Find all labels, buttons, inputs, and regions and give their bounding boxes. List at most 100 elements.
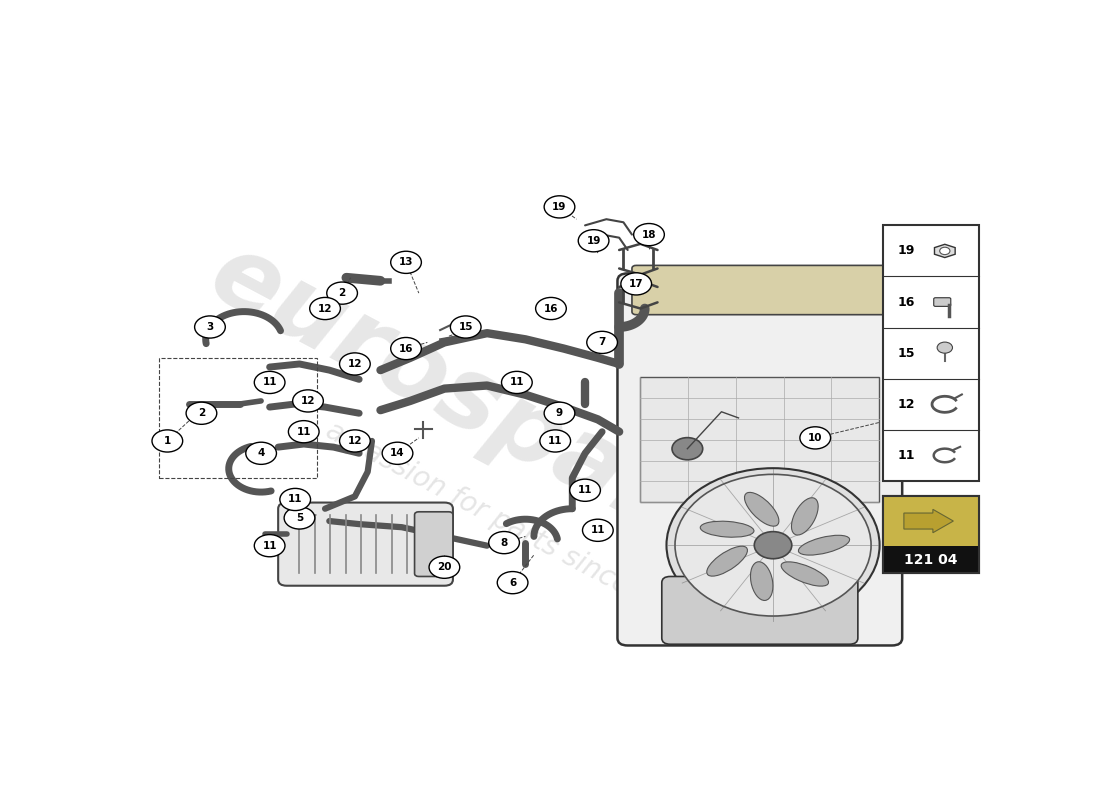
Circle shape bbox=[620, 273, 651, 295]
Text: 13: 13 bbox=[399, 258, 414, 267]
Circle shape bbox=[390, 338, 421, 360]
Text: 19: 19 bbox=[898, 245, 914, 258]
Circle shape bbox=[382, 442, 412, 464]
Circle shape bbox=[245, 442, 276, 464]
Ellipse shape bbox=[745, 492, 779, 526]
Text: 14: 14 bbox=[390, 448, 405, 458]
Circle shape bbox=[579, 230, 609, 252]
Circle shape bbox=[939, 247, 950, 254]
Text: 15: 15 bbox=[459, 322, 473, 332]
Text: 7: 7 bbox=[598, 338, 606, 347]
Circle shape bbox=[310, 298, 340, 320]
FancyBboxPatch shape bbox=[278, 502, 453, 586]
Circle shape bbox=[254, 371, 285, 394]
Text: 19: 19 bbox=[586, 236, 601, 246]
Circle shape bbox=[570, 479, 601, 502]
Text: 11: 11 bbox=[591, 526, 605, 535]
Circle shape bbox=[340, 430, 371, 452]
Ellipse shape bbox=[750, 562, 773, 601]
Circle shape bbox=[544, 196, 575, 218]
FancyBboxPatch shape bbox=[883, 546, 979, 574]
Ellipse shape bbox=[792, 498, 818, 535]
FancyArrow shape bbox=[904, 510, 954, 533]
Text: 12: 12 bbox=[300, 396, 316, 406]
Text: 16: 16 bbox=[399, 343, 414, 354]
Text: eurospares: eurospares bbox=[194, 225, 798, 608]
Text: 8: 8 bbox=[500, 538, 508, 547]
FancyBboxPatch shape bbox=[883, 496, 979, 546]
Circle shape bbox=[675, 474, 871, 616]
Text: 15: 15 bbox=[898, 346, 914, 360]
Text: 121 04: 121 04 bbox=[904, 554, 958, 567]
Circle shape bbox=[284, 507, 315, 529]
Circle shape bbox=[497, 571, 528, 594]
Text: 11: 11 bbox=[288, 494, 302, 505]
FancyBboxPatch shape bbox=[640, 378, 879, 502]
Text: 12: 12 bbox=[898, 398, 914, 411]
Circle shape bbox=[586, 331, 617, 354]
Text: a passion for parts since 1985: a passion for parts since 1985 bbox=[321, 416, 704, 638]
Circle shape bbox=[755, 532, 792, 558]
Circle shape bbox=[152, 430, 183, 452]
FancyBboxPatch shape bbox=[631, 266, 888, 314]
Text: 10: 10 bbox=[808, 433, 823, 443]
Text: 12: 12 bbox=[348, 436, 362, 446]
Circle shape bbox=[254, 534, 285, 557]
Text: 11: 11 bbox=[578, 486, 592, 495]
Text: 19: 19 bbox=[552, 202, 567, 212]
Circle shape bbox=[540, 430, 571, 452]
Text: 9: 9 bbox=[556, 408, 563, 418]
Polygon shape bbox=[935, 244, 955, 258]
Circle shape bbox=[450, 316, 481, 338]
FancyBboxPatch shape bbox=[883, 226, 979, 481]
FancyBboxPatch shape bbox=[662, 577, 858, 644]
Text: 11: 11 bbox=[297, 426, 311, 437]
Text: 17: 17 bbox=[629, 279, 644, 289]
Text: 11: 11 bbox=[263, 541, 277, 550]
FancyBboxPatch shape bbox=[934, 298, 950, 306]
Circle shape bbox=[279, 488, 310, 510]
Circle shape bbox=[195, 316, 226, 338]
Circle shape bbox=[937, 342, 953, 353]
Text: 5: 5 bbox=[296, 513, 304, 523]
Text: 1: 1 bbox=[164, 436, 170, 446]
Text: 2: 2 bbox=[339, 288, 345, 298]
Circle shape bbox=[634, 223, 664, 246]
Circle shape bbox=[800, 426, 830, 449]
Circle shape bbox=[288, 421, 319, 443]
Ellipse shape bbox=[781, 562, 828, 586]
Text: 4: 4 bbox=[257, 448, 265, 458]
Circle shape bbox=[293, 390, 323, 412]
Text: 12: 12 bbox=[318, 303, 332, 314]
Text: 18: 18 bbox=[641, 230, 657, 240]
Ellipse shape bbox=[707, 546, 748, 576]
Circle shape bbox=[340, 353, 371, 375]
Text: 12: 12 bbox=[348, 359, 362, 369]
Circle shape bbox=[390, 251, 421, 274]
Circle shape bbox=[672, 438, 703, 460]
Text: 11: 11 bbox=[263, 378, 277, 387]
Circle shape bbox=[327, 282, 358, 304]
FancyBboxPatch shape bbox=[415, 512, 453, 577]
FancyBboxPatch shape bbox=[883, 496, 979, 574]
Circle shape bbox=[186, 402, 217, 424]
Circle shape bbox=[544, 402, 575, 424]
Text: 11: 11 bbox=[548, 436, 562, 446]
Text: 16: 16 bbox=[543, 303, 558, 314]
Circle shape bbox=[429, 556, 460, 578]
Circle shape bbox=[667, 468, 880, 622]
Text: 20: 20 bbox=[437, 562, 452, 572]
FancyBboxPatch shape bbox=[617, 274, 902, 646]
Circle shape bbox=[583, 519, 613, 542]
Ellipse shape bbox=[701, 522, 754, 537]
Ellipse shape bbox=[799, 535, 849, 555]
Circle shape bbox=[488, 531, 519, 554]
Text: 3: 3 bbox=[207, 322, 213, 332]
Text: 6: 6 bbox=[509, 578, 516, 588]
Text: 11: 11 bbox=[898, 449, 914, 462]
Circle shape bbox=[502, 371, 532, 394]
Text: 11: 11 bbox=[509, 378, 524, 387]
Text: 2: 2 bbox=[198, 408, 205, 418]
Circle shape bbox=[536, 298, 566, 320]
Text: 16: 16 bbox=[898, 295, 914, 309]
